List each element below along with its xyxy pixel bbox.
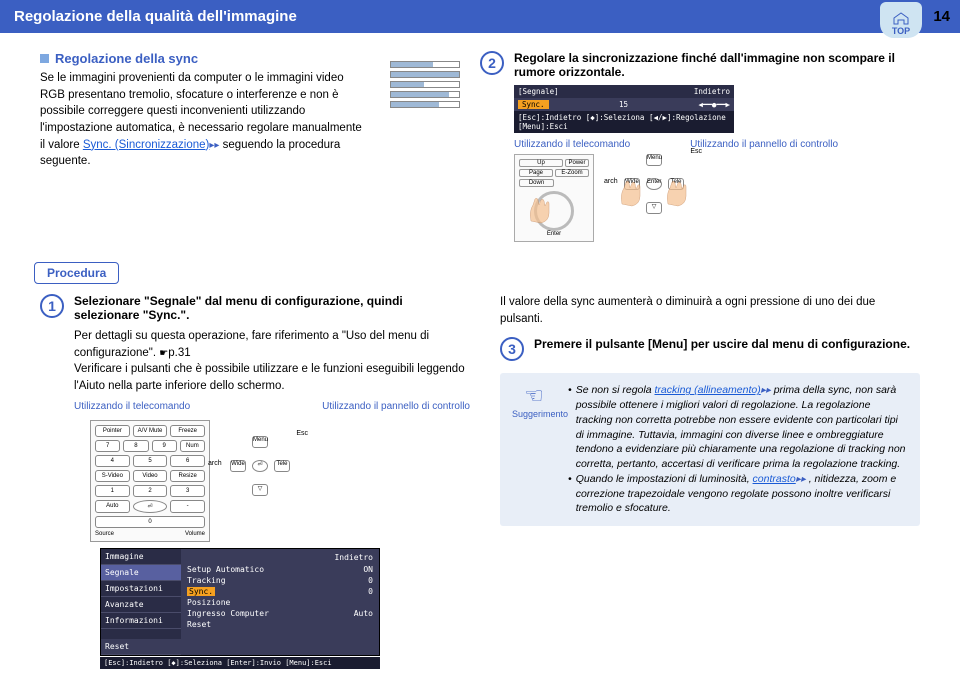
osd-left-menu: Immagine Segnale Impostazioni Avanzate I… [101, 549, 181, 655]
osd-item-impostazioni: Impostazioni [101, 581, 181, 597]
panel-esc-label: Esc [690, 148, 702, 155]
step-3-number: 3 [500, 337, 524, 361]
remote-enter-label: Enter [519, 231, 589, 237]
procedure-label: Procedura [34, 262, 119, 284]
remote-foot-left: Source [95, 531, 114, 537]
remote-keypad-diagram: PointerA/V MuteFreeze 789Num 456 S-Video… [90, 420, 210, 542]
remote-ezoom-btn: E-Zoom [555, 169, 589, 177]
page-number: 14 [933, 8, 950, 25]
panel-nav-diagram: Menu Wide Enter Tele ▽ Esc arch [624, 154, 684, 214]
osd-item-reset: Reset [101, 639, 181, 655]
osd-back: Indietro [185, 551, 375, 564]
step2-cap-right: Utilizzando il pannello di controllo [690, 139, 838, 150]
pointer-icon: ☛ [159, 348, 168, 359]
sync-link[interactable]: Sync. (Sincronizzazione) [83, 139, 210, 151]
bullet-icon: • [568, 472, 572, 516]
link-arrow-icon: ▸▸ [209, 140, 219, 151]
after-step2-text: Il valore della sync aumenterà o diminui… [500, 294, 920, 327]
tip-label: Suggerimento [512, 409, 556, 419]
top-badge[interactable]: TOP [880, 2, 922, 38]
osd-item-segnale: Segnale [101, 565, 181, 581]
step1-cap-right: Utilizzando il pannello di controllo [322, 401, 470, 412]
osd-right-panel: Indietro Setup AutomaticoON Tracking0 Sy… [181, 549, 379, 655]
step-2-title: Regolare la sincronizzazione finché dall… [514, 51, 920, 79]
tip1-before: Se non si regola [576, 384, 655, 396]
osd-item-avanzate: Avanzate [101, 597, 181, 613]
step1-cap-left: Utilizzando il telecomando [74, 401, 190, 412]
osd-sync-bar: [Segnale]Indietro Sync.15◀━━●━━▶ [Esc]:I… [514, 85, 734, 133]
bullet-square-icon [40, 54, 49, 63]
control-diagrams: Up Power Page E-Zoom Down Enter [514, 154, 920, 238]
osd-item-immagine: Immagine [101, 549, 181, 565]
tracking-link[interactable]: tracking (allineamento) [655, 384, 761, 396]
section-heading: Regolazione della sync [40, 51, 370, 66]
tip-box: ☜ Suggerimento • Se non si regola tracki… [500, 373, 920, 526]
step-2-number: 2 [480, 51, 504, 75]
home-icon [890, 11, 912, 25]
panel-menu-btn: Menu [646, 154, 662, 166]
remote-power-btn: Power [565, 159, 589, 167]
osd-item-informazioni: Informazioni [101, 613, 181, 629]
panel-enter-btn: Enter [646, 178, 662, 190]
remote-nav-diagram: Up Power Page E-Zoom Down Enter [514, 154, 594, 242]
section-heading-text: Regolazione della sync [55, 51, 198, 66]
hand-icon [525, 191, 555, 227]
osd-menu: Immagine Segnale Impostazioni Avanzate I… [100, 548, 380, 669]
remote-down-btn: Down [519, 179, 554, 187]
osd-small-back: Indietro [694, 87, 730, 96]
step-1-title: Selezionare "Segnale" dal menu di config… [74, 294, 470, 322]
step1-pgref[interactable]: p.31 [168, 347, 190, 359]
remote-page-btn: Page [519, 169, 553, 177]
step1-body2: Verificare i pulsanti che è possibile ut… [74, 363, 465, 392]
intro-paragraph: Se le immagini provenienti da computer o… [40, 70, 370, 170]
tip-hand-icon: ☜ [512, 383, 556, 409]
hand-icon [616, 174, 646, 210]
osd-small-label: Sync. [518, 100, 549, 109]
osd-small-footer: [Esc]:Indietro [◆]:Seleziona [◀/▶]:Regol… [514, 111, 734, 133]
step-1-number: 1 [40, 294, 64, 318]
link-arrow-icon: ▸▸ [761, 385, 771, 396]
osd-small-value: 15 [619, 100, 628, 109]
panel-down-btn: ▽ [646, 202, 662, 214]
tip2-before: Quando le impostazioni di luminosità, [576, 473, 753, 485]
step2-cap-left: Utilizzando il telecomando [514, 139, 630, 150]
step1-body1: Per dettagli su questa operazione, fare … [74, 330, 429, 359]
hand-icon [662, 174, 692, 210]
page-title: Regolazione della qualità dell'immagine [14, 8, 297, 25]
link-arrow-icon: ▸▸ [796, 474, 806, 485]
page-header: Regolazione della qualità dell'immagine [0, 0, 960, 33]
top-label: TOP [892, 26, 910, 36]
osd-small-title: [Segnale] [518, 87, 559, 96]
tip1-after: prima della sync, non sarà possibile ott… [576, 384, 906, 470]
bullet-icon: • [568, 383, 572, 471]
osd-footer: [Esc]:Indietro [◆]:Seleziona [Enter]:Inv… [100, 657, 380, 669]
remote-up-btn: Up [519, 159, 563, 167]
bars-diagram [390, 61, 460, 108]
contrasto-link[interactable]: contrasto [753, 473, 796, 485]
panel-dpad-diagram: Menu Wide ⏎ Tele ▽ Esc arch [230, 436, 290, 496]
step-3-title: Premere il pulsante [Menu] per uscire da… [534, 337, 920, 361]
remote-foot-right: Volume [185, 531, 205, 537]
